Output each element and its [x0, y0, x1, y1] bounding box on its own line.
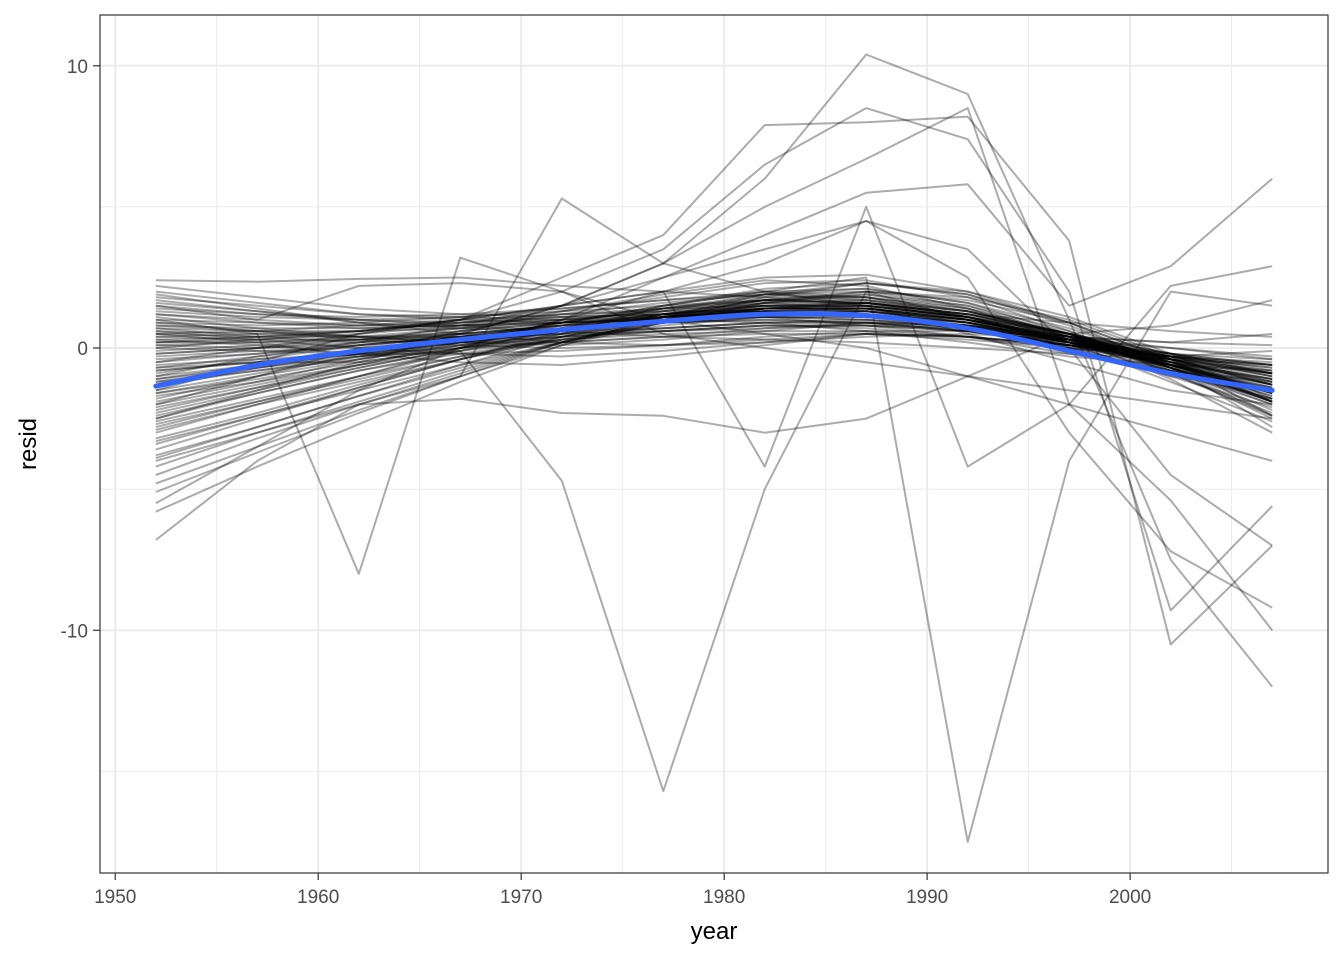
x-tick-label: 1980 [703, 887, 745, 908]
residual-line-19 [155, 290, 1273, 412]
y-axis-title: resid [15, 418, 42, 470]
residual-line-12 [155, 220, 1273, 609]
residual-line-76 [155, 307, 1273, 389]
residual-line-21 [155, 287, 1273, 445]
residual-line-11 [155, 205, 1273, 468]
residual-line-69 [155, 299, 1273, 395]
residual-line-91 [155, 324, 1273, 381]
residual-line-43 [155, 282, 1273, 403]
residual-line-31 [155, 287, 1273, 403]
residual-line-15 [155, 220, 1273, 547]
y-tick-label: -10 [61, 621, 88, 642]
residual-line-44 [155, 301, 1273, 440]
residual-line-33 [155, 279, 1273, 414]
residual-line-64 [155, 290, 1273, 485]
residual-line-82 [155, 304, 1273, 397]
smooth-trend [153, 311, 1275, 393]
residual-line-30 [155, 290, 1273, 434]
residual-line-3 [155, 256, 1273, 575]
x-tick-label: 2000 [1109, 887, 1151, 908]
residual-line-27 [155, 279, 1273, 423]
x-tick-label: 1960 [297, 887, 339, 908]
residual-line-25 [155, 282, 1273, 476]
residual-line-89 [155, 282, 1273, 513]
residual-line-41 [155, 299, 1273, 386]
residual-line-47 [155, 310, 1273, 381]
x-axis: 1950 1960 1970 1980 1990 2000 [94, 873, 1151, 908]
y-tick-label: 0 [77, 339, 88, 360]
residual-line-1 [155, 276, 1273, 338]
x-tick-label: 1990 [906, 887, 948, 908]
residual-line-2 [155, 197, 1273, 541]
residual-line-87 [155, 310, 1273, 378]
residual-line-5 [155, 276, 1273, 843]
residual-line-59 [155, 296, 1273, 403]
residual-line-90 [155, 310, 1273, 375]
major-gridlines [100, 15, 1328, 873]
residual-line-39 [155, 321, 1273, 395]
residual-line-38 [155, 304, 1273, 386]
residual-line-54 [155, 316, 1273, 423]
x-tick-label: 1950 [94, 887, 136, 908]
minor-gridlines [100, 15, 1328, 873]
residual-line-86 [155, 307, 1273, 395]
residual-line-13 [155, 299, 1273, 462]
residual-line-72 [155, 301, 1273, 386]
residual-line-83 [155, 321, 1273, 366]
residual-line-70 [155, 318, 1273, 375]
residual-line-61 [155, 307, 1273, 414]
residual-line-9 [155, 107, 1273, 631]
y-tick-label: 10 [67, 57, 88, 78]
residual-line-52 [155, 330, 1273, 397]
x-axis-title: year [691, 918, 738, 945]
residual-line-53 [155, 273, 1273, 417]
residual-line-62 [155, 299, 1273, 375]
residual-line-40 [155, 324, 1273, 420]
residual-line-23 [155, 318, 1273, 372]
residual-line-77 [155, 304, 1273, 409]
residual-line-51 [155, 316, 1273, 361]
residual-line-7 [155, 115, 1273, 646]
residual-line-45 [155, 284, 1273, 375]
residual-line-65 [155, 304, 1273, 386]
residual-line-56 [155, 296, 1273, 451]
residual-line-29 [155, 318, 1273, 375]
residual-line-14 [155, 282, 1273, 462]
residual-line-36 [155, 293, 1273, 400]
residual-line-48 [155, 299, 1273, 406]
residual-line-34 [155, 293, 1273, 457]
residual-line-49 [155, 324, 1273, 366]
residual-line-80 [155, 301, 1273, 386]
residual-line-26 [155, 330, 1273, 361]
residual-line-84 [155, 307, 1273, 417]
plot-border [99, 14, 1329, 874]
residual-line-71 [155, 316, 1273, 392]
residual-line-85 [155, 310, 1273, 381]
residual-line-16 [155, 321, 1273, 347]
residual-line-66 [155, 299, 1273, 403]
x-tick-label: 1970 [500, 887, 542, 908]
residual-line-20 [155, 299, 1273, 395]
residual-line-37 [155, 290, 1273, 493]
residual-line-67 [155, 321, 1273, 372]
residual-line-8 [155, 107, 1273, 612]
residual-line-10 [155, 177, 1273, 378]
residual-line-50 [155, 293, 1273, 468]
y-axis: 10 0 -10 [61, 57, 100, 642]
residual-line-92 [155, 304, 1273, 426]
residual-line-57 [155, 293, 1273, 392]
residual-line-88 [155, 310, 1273, 383]
residual-lines [155, 53, 1273, 843]
residual-line-42 [155, 316, 1273, 389]
residual-line-17 [155, 301, 1273, 389]
smooth-trend-line [153, 311, 1275, 393]
residual-line-35 [155, 293, 1273, 358]
plot-background [100, 15, 1328, 873]
